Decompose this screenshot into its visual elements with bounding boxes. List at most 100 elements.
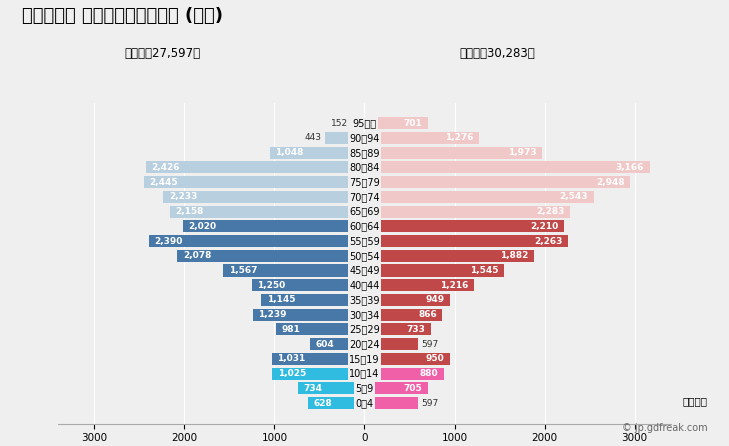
Text: 2,210: 2,210	[530, 222, 558, 231]
Text: 1,545: 1,545	[469, 266, 498, 275]
Text: 0～4: 0～4	[356, 398, 373, 408]
Bar	[223, 264, 364, 277]
Text: 60～64: 60～64	[349, 221, 380, 231]
Text: 2,948: 2,948	[596, 178, 625, 186]
Text: 2,390: 2,390	[155, 236, 183, 246]
Bar	[270, 147, 364, 159]
Bar	[364, 132, 480, 144]
Bar	[364, 147, 542, 159]
Text: 733: 733	[406, 325, 425, 334]
Text: 35～39: 35～39	[349, 295, 380, 305]
Text: 75～79: 75～79	[349, 177, 380, 187]
Text: 95歳～: 95歳～	[352, 118, 377, 128]
Bar	[364, 235, 569, 247]
Bar	[276, 323, 364, 335]
Text: 2,445: 2,445	[149, 178, 179, 186]
Text: 734: 734	[304, 384, 323, 393]
Bar	[364, 323, 431, 335]
Text: 1,216: 1,216	[440, 281, 469, 290]
Text: 1,031: 1,031	[277, 355, 305, 363]
Bar	[364, 338, 418, 350]
Bar	[149, 235, 364, 247]
Text: 80～84: 80～84	[349, 162, 380, 173]
Text: 2,426: 2,426	[152, 163, 180, 172]
Bar	[364, 353, 450, 365]
Bar	[163, 191, 364, 203]
Bar	[252, 279, 364, 291]
Bar	[262, 294, 364, 306]
Bar	[308, 397, 364, 409]
Bar	[364, 117, 428, 129]
Text: 866: 866	[418, 310, 437, 319]
Text: 45～49: 45～49	[349, 265, 380, 276]
Text: 880: 880	[420, 369, 438, 378]
Text: 3,166: 3,166	[616, 163, 644, 172]
Text: 10～14: 10～14	[349, 368, 380, 379]
Text: 女性計：30,283人: 女性計：30,283人	[459, 47, 535, 60]
Text: 90～94: 90～94	[349, 133, 380, 143]
Text: © jp.gdfreak.com: © jp.gdfreak.com	[622, 423, 707, 433]
Bar	[170, 206, 364, 218]
Text: ２０３０年 宇和島市の人口構成 (予測): ２０３０年 宇和島市の人口構成 (予測)	[22, 7, 223, 25]
Bar	[272, 368, 364, 380]
Text: 628: 628	[313, 399, 332, 408]
Bar	[364, 206, 570, 218]
Text: 443: 443	[305, 133, 322, 142]
Bar	[364, 264, 504, 277]
Text: 1,567: 1,567	[229, 266, 257, 275]
Bar	[364, 397, 418, 409]
Text: 15～19: 15～19	[349, 354, 380, 364]
Bar	[364, 220, 564, 232]
Text: 5～9: 5～9	[355, 383, 374, 393]
Text: 1,250: 1,250	[257, 281, 286, 290]
Text: 2,078: 2,078	[183, 251, 211, 260]
Bar	[351, 117, 364, 129]
Bar	[146, 161, 364, 173]
Text: 705: 705	[404, 384, 423, 393]
Text: 2,543: 2,543	[560, 192, 588, 201]
Text: 単位：人: 単位：人	[682, 396, 707, 406]
Text: 2,158: 2,158	[176, 207, 204, 216]
Text: 949: 949	[426, 295, 445, 305]
Text: 597: 597	[421, 340, 438, 349]
Text: 1,276: 1,276	[445, 133, 474, 142]
Bar	[364, 382, 428, 394]
Text: 1,239: 1,239	[258, 310, 286, 319]
Bar	[182, 220, 364, 232]
Text: 85～89: 85～89	[349, 148, 380, 158]
Text: 40～44: 40～44	[349, 280, 380, 290]
Text: 20～24: 20～24	[349, 339, 380, 349]
Bar	[310, 338, 364, 350]
Bar	[364, 250, 534, 262]
Text: 152: 152	[331, 119, 348, 128]
Bar	[364, 191, 593, 203]
Text: 604: 604	[316, 340, 335, 349]
Text: 70～74: 70～74	[349, 192, 380, 202]
Text: 950: 950	[426, 355, 445, 363]
Bar	[364, 161, 650, 173]
Text: 50～54: 50～54	[349, 251, 380, 261]
Text: 55～59: 55～59	[349, 236, 380, 246]
Text: 1,145: 1,145	[267, 295, 295, 305]
Text: 2,020: 2,020	[188, 222, 216, 231]
Bar	[324, 132, 364, 144]
Bar	[364, 368, 444, 380]
Bar	[253, 309, 364, 321]
Bar	[364, 176, 630, 188]
Text: 701: 701	[403, 119, 422, 128]
Text: 1,973: 1,973	[508, 148, 537, 157]
Text: 男性計：27,597人: 男性計：27,597人	[124, 47, 200, 60]
Text: 1,048: 1,048	[276, 148, 304, 157]
Text: 30～34: 30～34	[349, 310, 380, 320]
Text: 1,025: 1,025	[278, 369, 306, 378]
Text: 25～29: 25～29	[349, 324, 380, 334]
Bar	[272, 353, 364, 365]
Bar	[364, 294, 450, 306]
Bar	[364, 309, 443, 321]
Text: 597: 597	[421, 399, 438, 408]
Text: 65～69: 65～69	[349, 206, 380, 217]
Text: 1,882: 1,882	[500, 251, 529, 260]
Bar	[298, 382, 364, 394]
Text: 2,263: 2,263	[534, 236, 563, 246]
Text: 2,233: 2,233	[169, 192, 197, 201]
